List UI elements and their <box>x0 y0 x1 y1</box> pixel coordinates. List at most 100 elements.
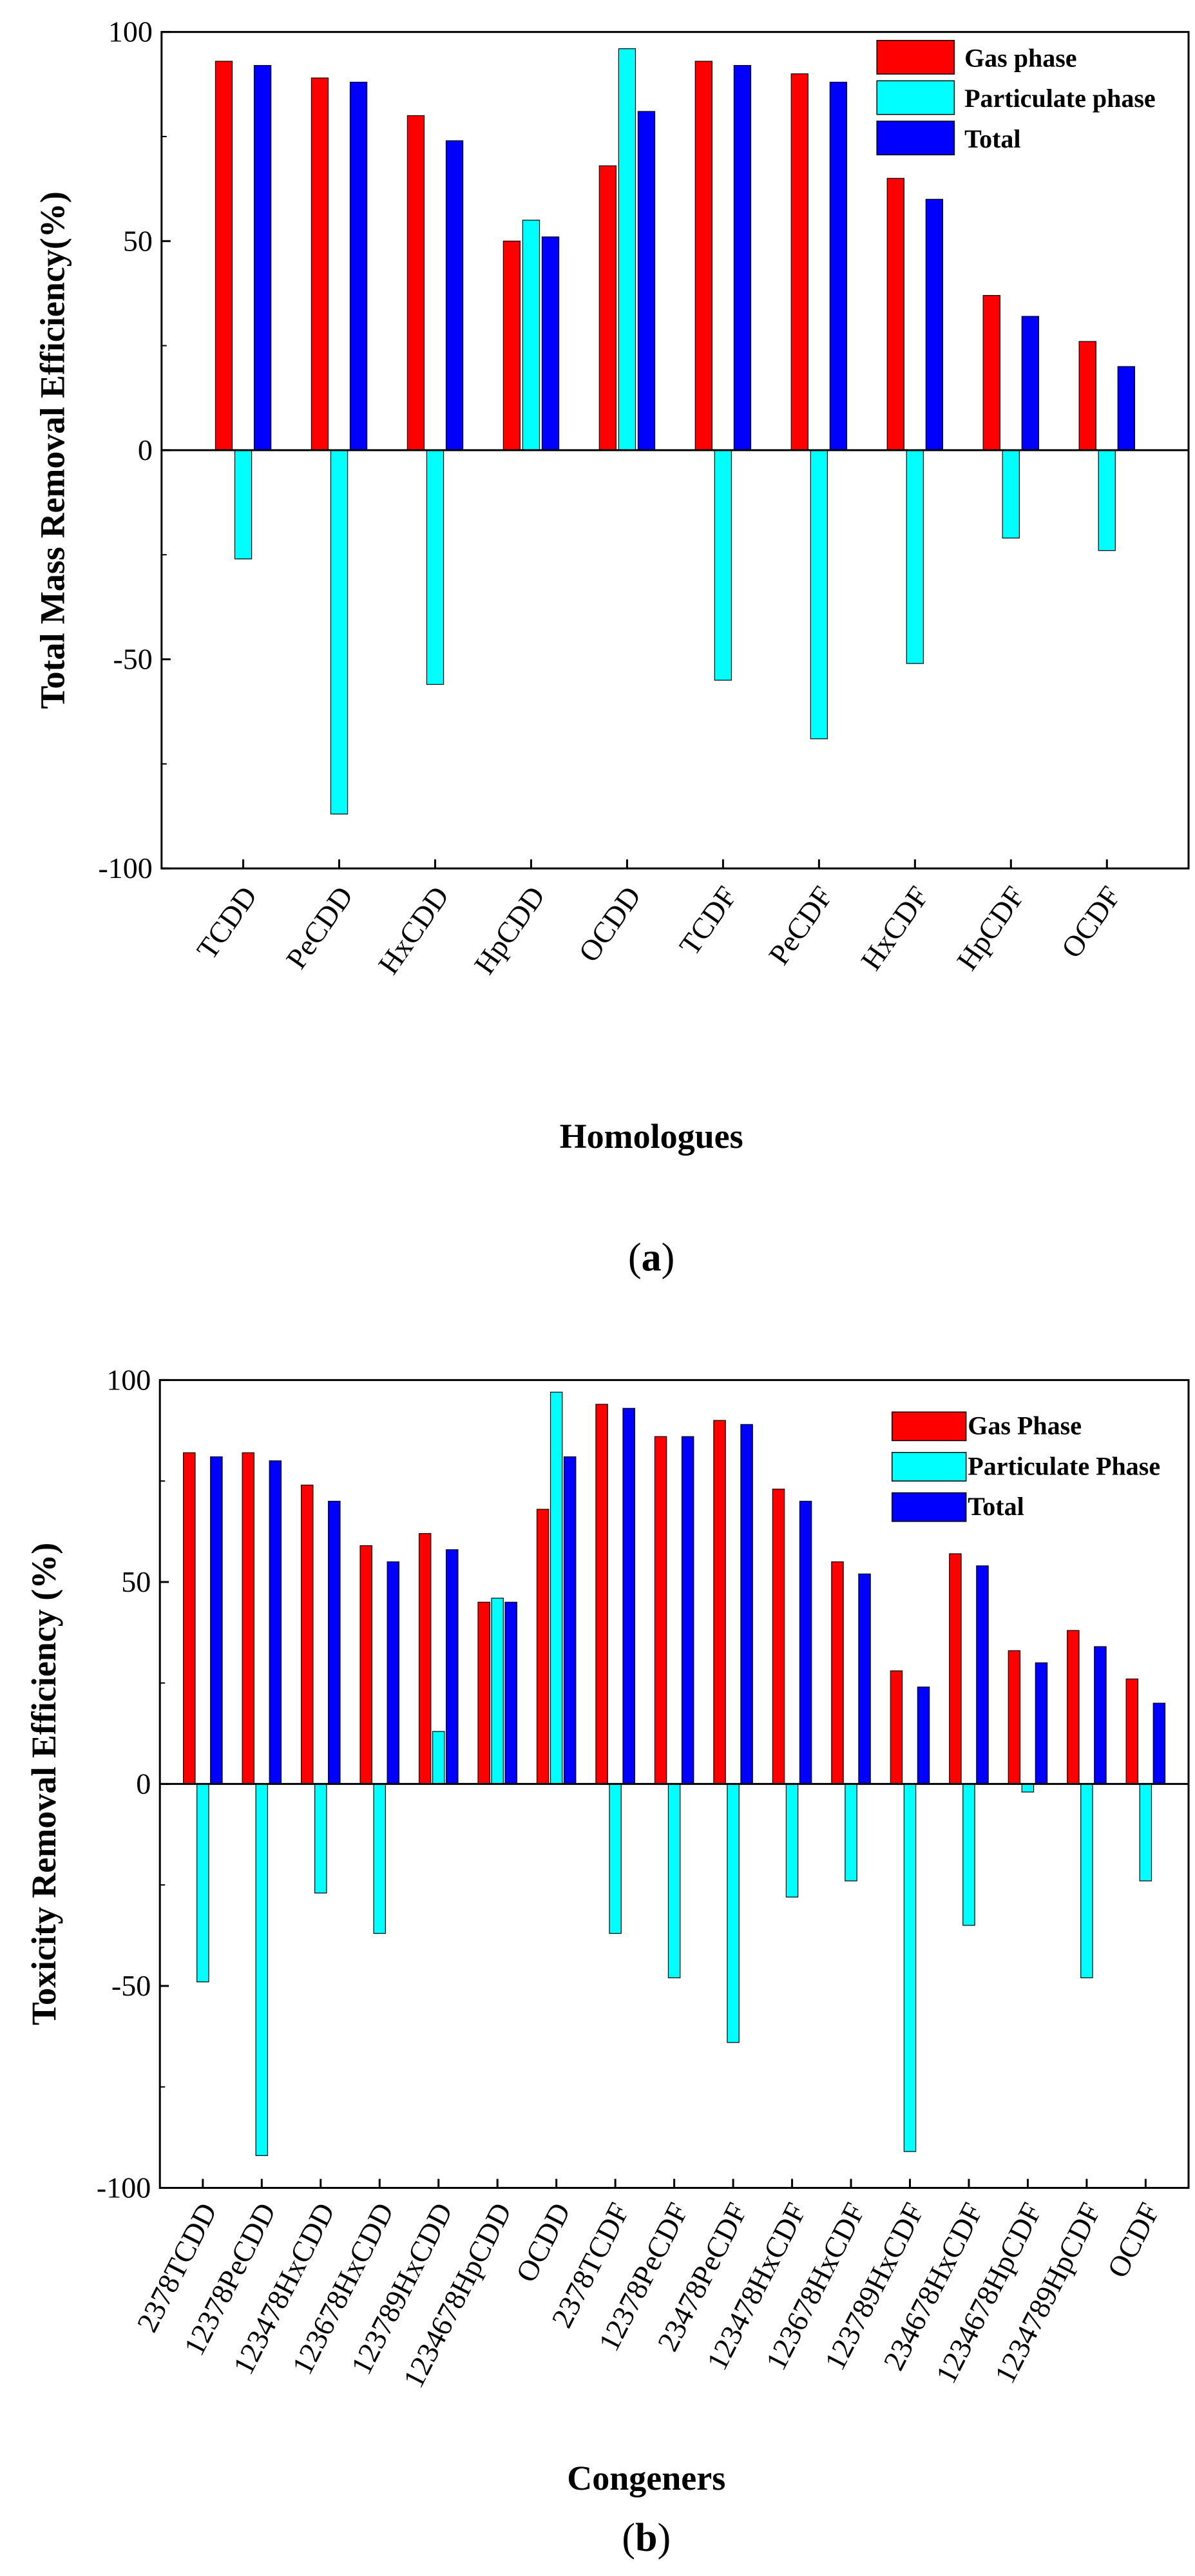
y-tick-label--50: -50 <box>111 1969 151 2002</box>
bar-a-gas-phase-ocdf <box>1078 341 1096 451</box>
y-tick-label--50: -50 <box>113 643 152 676</box>
bar-b-total-12378pecdd <box>269 1460 282 1785</box>
bar-a-total-hpcdf <box>1021 316 1040 451</box>
chart-panel-a: 100 50 0 -50 -100 TCDD PeCDD HxCDD HpCDD OCDD TCDF… <box>33 15 1190 1280</box>
x-tick-label-ocdd: OCDD <box>510 2197 577 2287</box>
bar-b-total-123478hxcdf <box>799 1500 812 1785</box>
x-axis-title-b: Congeners <box>567 2459 725 2497</box>
bar-a-total-ocdf <box>1117 366 1135 451</box>
bar-a-gas-phase-hpcdf <box>982 295 1000 451</box>
bar-a-total-tcdf <box>733 64 752 451</box>
bar-b-particulate-phase-12378pecdf <box>667 1783 681 1979</box>
bar-a-total-hxcdd <box>445 140 464 451</box>
bar-a-gas-phase-tcdd <box>215 61 233 451</box>
y-tick-label-50: 50 <box>121 1565 151 1598</box>
legend-label-gas-phase: Gas phase <box>964 43 1077 72</box>
bar-b-gas-phase-123789hxcdd <box>418 1533 432 1785</box>
x-tick-label-hxcdf: HxCDF <box>854 880 935 976</box>
bar-a-particulate-phase-pecdf <box>810 450 828 739</box>
bar-a-total-hxcdf <box>925 198 944 451</box>
legend-label-total: Total <box>964 124 1020 153</box>
bar-b-gas-phase-123678hxcdd <box>359 1545 372 1785</box>
y-tick-label--100: -100 <box>98 852 152 884</box>
x-tick-label-pecdf: PeCDF <box>762 880 839 970</box>
bar-a-gas-phase-ocdd <box>598 165 617 451</box>
bar-b-particulate-phase-ocdd <box>550 1391 563 1785</box>
bar-b-particulate-phase-123478hxcdf <box>785 1783 799 1898</box>
bar-b-total-1234789hpcdf <box>1094 1646 1107 1785</box>
x-tick-label-hpcdf: HpCDF <box>950 880 1031 976</box>
bar-b-gas-phase-1234789hpcdf <box>1067 1630 1080 1785</box>
bar-b-gas-phase-1234678hpcdd <box>477 1601 490 1785</box>
bar-a-particulate-phase-hpcdd <box>522 220 540 451</box>
bar-b-particulate-phase-ocdf <box>1139 1783 1152 1882</box>
y-tick-label-50: 50 <box>123 224 153 257</box>
bar-a-total-pecdd <box>349 81 368 451</box>
x-tick-label-ocdf: OCDF <box>1101 2197 1166 2282</box>
bar-b-total-ocdf <box>1152 1703 1166 1785</box>
y-axis-title-a: Total Mass Removal Efficiency(%) <box>33 191 72 709</box>
bar-a-particulate-phase-hpcdf <box>1002 450 1020 539</box>
bar-b-gas-phase-12378pecdf <box>654 1436 667 1785</box>
bar-b-total-2378tcdd <box>210 1456 223 1785</box>
bar-b-particulate-phase-2378tcdf <box>609 1783 622 1934</box>
chart-panel-b: 100 50 0 -50 -1002378TCDD12378PeCDD123478HxC… <box>24 1363 1190 2560</box>
bar-b-total-1234678hpcdf <box>1035 1662 1048 1785</box>
y-axis-b: 100 50 0 -50 -100 <box>97 1363 169 2204</box>
y-tick-label--100: -100 <box>97 2171 151 2204</box>
legend-label-gas-phase: Gas Phase <box>968 1411 1082 1440</box>
bar-b-gas-phase-ocdf <box>1125 1678 1139 1785</box>
bar-b-gas-phase-1234678hpcdf <box>1008 1650 1021 1785</box>
bar-a-total-ocdd <box>637 111 656 451</box>
legend-label-particulate-phase: Particulate Phase <box>968 1451 1160 1480</box>
bar-a-particulate-phase-tcdf <box>714 450 732 681</box>
bar-b-particulate-phase-23478pecdf <box>727 1783 740 2043</box>
bar-b-gas-phase-2378tcdf <box>595 1404 608 1785</box>
bar-b-particulate-phase-1234789hpcdf <box>1080 1783 1093 1979</box>
legend-label-total: Total <box>968 1492 1024 1521</box>
figure-caption-a: (a) <box>628 1236 674 1280</box>
legend-b: Gas Phase Particulate Phase Total <box>891 1411 1160 1522</box>
bar-b-gas-phase-12378pecdd <box>242 1452 255 1785</box>
x-tick-label-tcdf: TCDF <box>673 880 743 961</box>
x-tick-label-hpcdd: HpCDD <box>468 880 551 980</box>
legend-label-particulate-phase: Particulate phase <box>964 84 1156 113</box>
legend-a: Gas phase Particulate phase Total <box>876 39 1156 156</box>
bar-b-particulate-phase-1234678hpcdf <box>1021 1783 1035 1793</box>
legend-swatch-gas-phase <box>876 39 955 75</box>
bar-b-gas-phase-123789hxcdf <box>890 1670 903 1785</box>
y-tick-label-0: 0 <box>138 434 153 466</box>
bar-a-particulate-phase-ocdd <box>618 48 636 451</box>
bar-a-total-tcdd <box>253 64 272 451</box>
bar-b-total-1234678hpcdd <box>504 1601 517 1785</box>
legend-swatch-particulate-phase <box>891 1451 967 1482</box>
bar-b-particulate-phase-123478hxcdd <box>314 1783 327 1894</box>
bar-b-total-123678hxcdf <box>858 1573 871 1785</box>
x-tick-label-hxcdd: HxCDD <box>372 880 455 980</box>
bar-a-gas-phase-pecdf <box>790 73 808 451</box>
legend-swatch-total <box>876 120 955 156</box>
bar-a-gas-phase-hxcdd <box>406 115 425 451</box>
bars-a <box>215 48 1135 815</box>
bar-b-particulate-phase-123789hxcdd <box>432 1731 445 1785</box>
y-axis-title-b: Toxicity Removal Efficiency (%) <box>24 1543 63 2025</box>
x-tick-label-ocdd: OCDD <box>572 880 647 968</box>
bar-b-total-ocdd <box>563 1456 577 1785</box>
y-tick-label-100: 100 <box>108 15 153 48</box>
bar-b-gas-phase-123478hxcdd <box>301 1484 314 1785</box>
bar-a-particulate-phase-ocdf <box>1098 450 1116 551</box>
legend-swatch-gas-phase <box>891 1411 967 1442</box>
bar-b-gas-phase-2378tcdd <box>183 1452 196 1785</box>
bar-b-particulate-phase-12378pecdd <box>255 1783 269 2156</box>
bar-b-particulate-phase-123678hxcdf <box>845 1783 857 1882</box>
bar-b-gas-phase-23478pecdf <box>713 1420 726 1785</box>
bar-a-gas-phase-hpcdd <box>502 240 521 451</box>
bar-b-particulate-phase-123678hxcdd <box>373 1783 386 1934</box>
x-tick-label-pecdd: PeCDD <box>280 880 359 974</box>
x-axis-b: 2378TCDD12378PeCDD123478HxCDD123678HxCDD… <box>130 2179 1166 2393</box>
x-axis-a: TCDD PeCDD HxCDD HpCDD OCDD TCDF PeCDF HxCDF HpC… <box>190 859 1127 980</box>
bar-a-total-pecdf <box>829 81 848 451</box>
bar-b-particulate-phase-2378tcdd <box>196 1783 209 1983</box>
y-axis-a: 100 50 0 -50 -100 <box>98 15 171 884</box>
